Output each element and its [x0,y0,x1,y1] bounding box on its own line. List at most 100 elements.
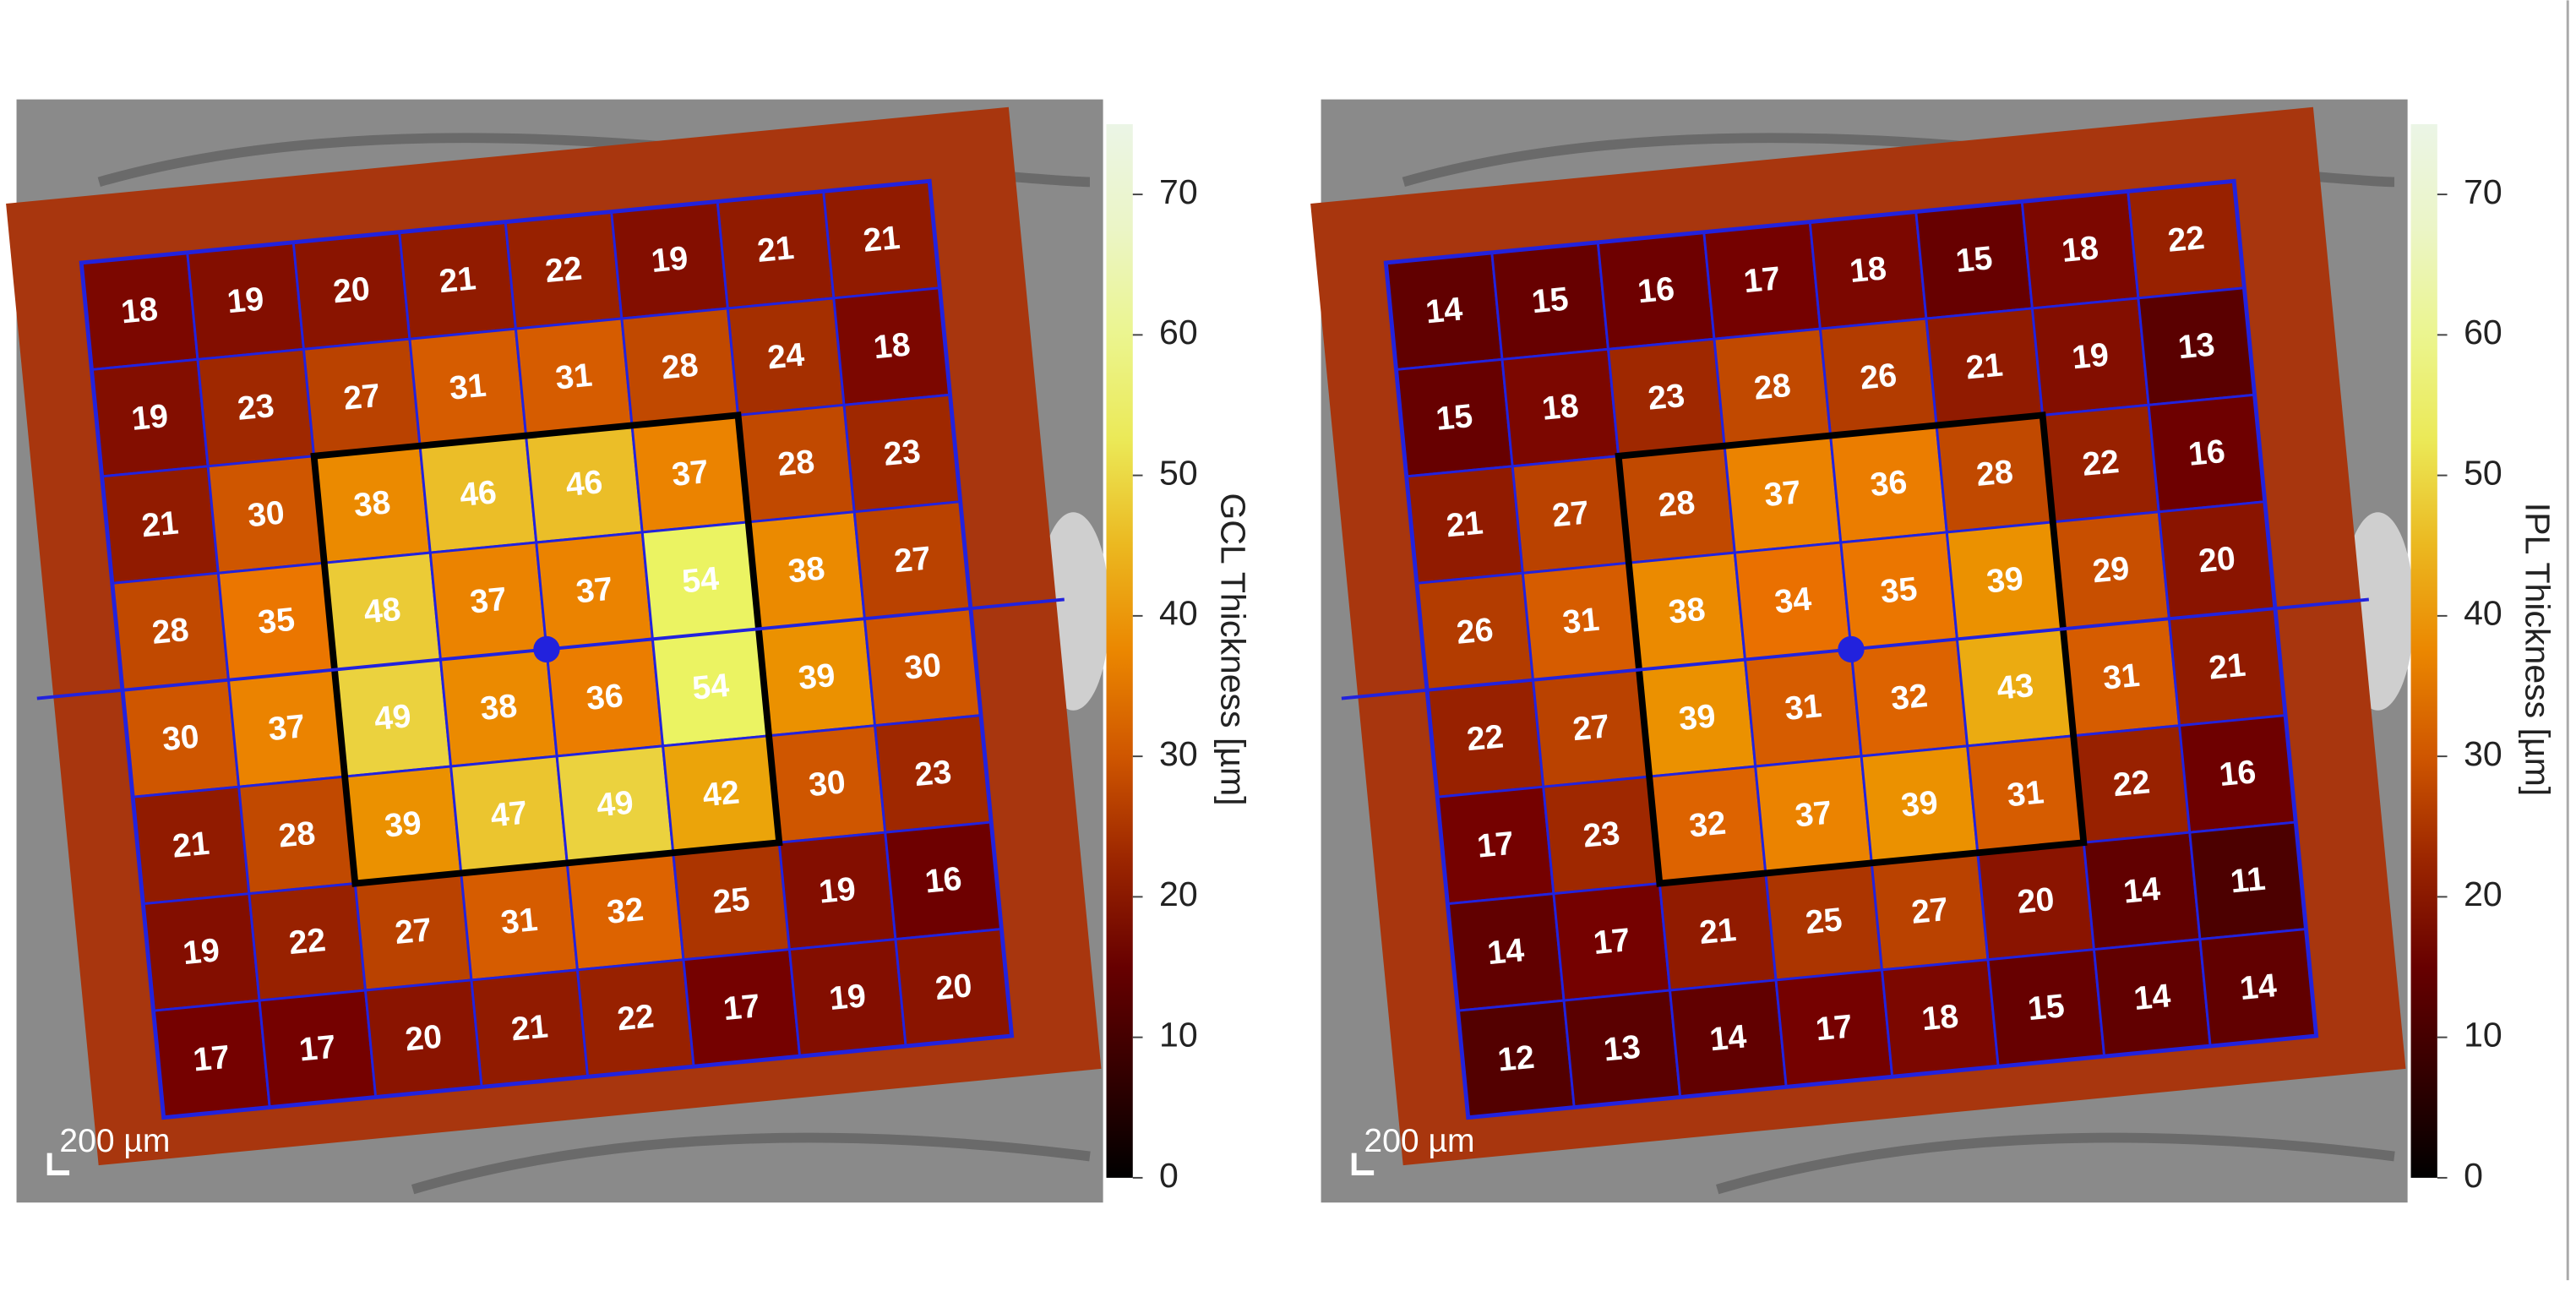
cell-value: 22 [2111,764,2151,804]
cell-value: 16 [2187,433,2226,473]
cell-value: 39 [383,805,422,845]
cell-value: 19 [650,240,689,280]
cell-value: 20 [934,967,973,1007]
scale-bar [46,1153,70,1175]
cell-value: 18 [872,326,912,366]
cell-value: 13 [1602,1029,1642,1069]
cell-value: 18 [2060,230,2099,270]
cell-value: 31 [499,902,539,941]
cell-value: 36 [1869,464,1909,504]
cell-value: 14 [1486,932,1527,972]
cell-value: 39 [1677,698,1717,738]
cell-value: 14 [2238,967,2279,1007]
colorbar-tick-label: 60 [2464,313,2502,351]
cell-value: 37 [575,571,614,611]
cell-value: 49 [373,698,412,738]
cell-value: 16 [2218,754,2257,793]
cell-value: 14 [1424,291,1464,330]
cell-value: 37 [1794,795,1833,835]
cell-value: 19 [130,398,170,438]
fovea-marker [1838,635,1865,663]
cell-value: 30 [903,647,943,687]
cell-value: 21 [862,220,901,259]
cell-value: 19 [2071,336,2110,376]
cell-value: 14 [2121,871,2162,911]
cell-value: 30 [161,718,200,758]
cell-value: 22 [2081,444,2121,483]
colorbar-tick-label: 20 [1159,875,1198,913]
cell-value: 23 [1582,815,1621,855]
cell-value: 27 [1571,708,1611,748]
cell-value: 26 [1859,357,1898,397]
cell-value: 21 [2208,647,2247,687]
cell-value: 22 [287,922,327,962]
panel: 18 19 20 21 22 19 21 21 19 23 27 31 31 28 24 18 21 30 38 46… [6,99,1252,1203]
cell-value: 23 [913,754,953,793]
cell-value: 35 [1879,571,1919,611]
cell-value: 11 [2229,861,2267,901]
cell-value: 23 [1647,378,1686,417]
cell-value: 16 [1636,270,1675,310]
cell-value: 37 [670,454,710,493]
cell-value: 37 [267,708,307,748]
cell-value: 20 [331,270,371,310]
cell-value: 15 [1435,398,1474,438]
cell-value: 17 [722,988,761,1027]
cell-value: 32 [1889,678,1929,717]
colorbar [1106,123,1133,1178]
cell-value: 32 [605,891,645,931]
cell-value: 21 [1697,912,1737,951]
colorbar-tick-label: 50 [1159,453,1198,492]
fovea-marker [533,635,560,663]
cell-value: 17 [192,1039,231,1079]
cell-value: 20 [2016,881,2056,921]
cell-value: 27 [892,540,932,580]
colorbar-tick-label: 70 [1159,172,1198,211]
cell-value: 31 [1784,688,1823,728]
cell-value: 21 [755,230,795,270]
cell-value: 54 [691,668,732,707]
cell-value: 17 [1814,1008,1854,1048]
colorbar [2410,123,2437,1178]
cell-value: 46 [458,474,498,514]
cell-value: 37 [468,581,508,621]
cell-value: 12 [1496,1039,1536,1079]
map: 18 19 20 21 22 19 21 21 19 23 27 31 31 28 24 18 21 30 38 46… [6,106,1102,1166]
scale-bar-label: 200 µm [1364,1123,1474,1159]
cell-value: 28 [660,347,700,387]
cell-value: 19 [226,281,265,320]
cell-value: 38 [352,484,392,524]
cell-value: 17 [1592,922,1631,962]
colorbar-tick-label: 10 [1159,1015,1198,1054]
cell-value: 15 [2026,988,2066,1027]
cell-value: 31 [2101,657,2141,697]
cell-value: 28 [1974,454,2014,493]
cell-value: 31 [2006,774,2045,814]
cell-value: 16 [923,861,963,901]
cell-value: 28 [776,444,816,483]
cell-value: 21 [1964,347,2004,387]
cell-value: 38 [787,550,826,590]
cell-value: 27 [1550,494,1590,534]
cell-value: 49 [595,784,634,824]
cell-value: 34 [1773,581,1813,621]
cell-value: 38 [1667,591,1707,631]
cell-value: 20 [404,1018,444,1058]
cell-value: 25 [1804,902,1844,941]
colorbar-tick-label: 60 [1159,313,1198,351]
cell-value: 28 [277,815,317,855]
cell-value: 43 [1996,668,2035,707]
cell-value: 14 [1708,1018,1749,1058]
cell-value: 19 [828,978,868,1017]
cell-value: 36 [585,678,624,717]
cell-value: 23 [236,388,275,428]
cell-value: 39 [1985,560,2024,600]
cell-value: 32 [1687,805,1727,845]
cell-value: 28 [1752,368,1792,407]
cell-value: 31 [1560,602,1600,641]
cell-value: 15 [1530,281,1570,320]
colorbar-tick-label: 70 [2464,172,2502,211]
cell-value: 17 [1475,826,1515,865]
cell-value: 54 [680,560,721,600]
